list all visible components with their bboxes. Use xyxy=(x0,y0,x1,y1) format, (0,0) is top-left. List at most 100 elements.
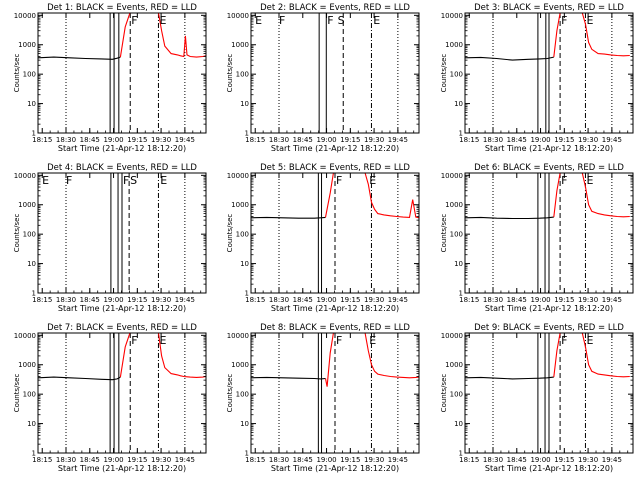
y-tick-label: 100 xyxy=(450,391,463,399)
x-tick-label: 19:45 xyxy=(388,296,408,304)
event-marker-label: F xyxy=(561,174,567,187)
x-axis-label: Start Time (21-Apr-12 18:12:20) xyxy=(485,464,613,473)
x-tick-label: 19:00 xyxy=(316,296,336,304)
x-tick-label: 19:45 xyxy=(602,296,622,304)
x-tick-label: 19:30 xyxy=(151,296,171,304)
x-tick-label: 19:15 xyxy=(127,136,147,144)
y-tick-label: 10 xyxy=(454,260,463,268)
x-tick-label: 19:30 xyxy=(578,456,598,464)
y-tick-label: 10 xyxy=(240,260,249,268)
x-tick-label: 19:45 xyxy=(602,136,622,144)
y-tick-label: 10000 xyxy=(227,332,249,340)
events-series-line xyxy=(464,56,554,61)
y-tick-label: 100 xyxy=(236,231,249,239)
events-series-line xyxy=(464,216,554,220)
y-tick-label: 1000 xyxy=(445,201,463,209)
event-marker-label: E xyxy=(586,14,593,27)
x-axis-label: Start Time (21-Apr-12 18:12:20) xyxy=(58,304,186,313)
x-tick-label: 18:45 xyxy=(293,456,313,464)
event-marker-label: E xyxy=(586,334,593,347)
y-tick-label: 1000 xyxy=(18,361,36,369)
plot-frame xyxy=(464,332,634,454)
x-tick-label: 19:45 xyxy=(175,456,195,464)
x-tick-label: 18:45 xyxy=(80,136,100,144)
x-tick-label: 18:15 xyxy=(245,456,265,464)
x-tick-label: 18:30 xyxy=(269,136,289,144)
x-tick-label: 18:45 xyxy=(80,296,100,304)
x-tick-label: 19:00 xyxy=(103,456,123,464)
x-tick-label: 19:00 xyxy=(530,136,550,144)
y-tick-label: 1 xyxy=(245,130,249,138)
y-tick-label: 100 xyxy=(450,231,463,239)
y-tick-label: 1 xyxy=(32,290,36,298)
event-marker-label: F xyxy=(123,174,129,187)
y-tick-label: 10000 xyxy=(14,332,36,340)
x-tick-label: 19:30 xyxy=(364,296,384,304)
event-marker-label: F xyxy=(327,14,333,27)
x-tick-label: 19:45 xyxy=(388,456,408,464)
y-tick-label: 10 xyxy=(27,100,36,108)
x-tick-label: 19:15 xyxy=(340,296,360,304)
y-tick-label: 10000 xyxy=(441,332,463,340)
event-marker-label: F xyxy=(66,174,72,187)
y-axis-label: Counts/sec xyxy=(226,54,234,93)
x-tick-label: 18:45 xyxy=(507,456,527,464)
panel-title: Det 1: BLACK = Events, RED = LLD xyxy=(47,3,197,13)
y-tick-label: 10000 xyxy=(441,172,463,180)
event-marker-label: E xyxy=(369,334,376,347)
x-tick-label: 18:30 xyxy=(56,456,76,464)
event-marker-label: E xyxy=(159,14,166,27)
x-tick-label: 19:30 xyxy=(364,456,384,464)
panel-title: Det 3: BLACK = Events, RED = LLD xyxy=(474,3,624,13)
event-marker-label: S xyxy=(338,14,345,27)
y-tick-label: 100 xyxy=(23,71,36,79)
events-series-line xyxy=(464,376,554,380)
y-tick-label: 10000 xyxy=(227,12,249,20)
events-series-line xyxy=(250,216,326,219)
y-tick-label: 1 xyxy=(245,450,249,458)
event-marker-label: F xyxy=(336,174,342,187)
x-axis-label: Start Time (21-Apr-12 18:12:20) xyxy=(485,304,613,313)
y-tick-label: 100 xyxy=(450,71,463,79)
x-tick-label: 19:30 xyxy=(364,136,384,144)
y-tick-label: 1000 xyxy=(445,361,463,369)
y-tick-label: 10 xyxy=(454,420,463,428)
plot-frame xyxy=(250,172,420,294)
x-tick-label: 19:15 xyxy=(554,296,574,304)
x-tick-label: 18:30 xyxy=(269,296,289,304)
x-tick-label: 18:45 xyxy=(507,296,527,304)
panel-title: Det 4: BLACK = Events, RED = LLD xyxy=(47,163,197,173)
panel-title: Det 2: BLACK = Events, RED = LLD xyxy=(260,3,410,13)
x-tick-label: 19:15 xyxy=(340,136,360,144)
y-tick-label: 10000 xyxy=(14,172,36,180)
y-tick-label: 10000 xyxy=(441,12,463,20)
y-tick-label: 1000 xyxy=(231,41,249,49)
y-tick-label: 1000 xyxy=(231,201,249,209)
event-marker-label: E xyxy=(160,174,167,187)
panel-title: Det 9: BLACK = Events, RED = LLD xyxy=(474,323,624,333)
x-tick-label: 18:15 xyxy=(32,456,52,464)
y-tick-label: 100 xyxy=(23,391,36,399)
y-axis-label: Counts/sec xyxy=(13,374,21,413)
x-axis-label: Start Time (21-Apr-12 18:12:20) xyxy=(271,144,399,153)
event-marker-label: F xyxy=(279,14,285,27)
y-tick-label: 1000 xyxy=(445,41,463,49)
y-tick-label: 10 xyxy=(454,100,463,108)
x-tick-label: 19:00 xyxy=(103,136,123,144)
x-tick-label: 19:45 xyxy=(175,136,195,144)
panel-title: Det 6: BLACK = Events, RED = LLD xyxy=(474,163,624,173)
x-axis-label: Start Time (21-Apr-12 18:12:20) xyxy=(58,144,186,153)
panel-title: Det 8: BLACK = Events, RED = LLD xyxy=(260,323,410,333)
y-axis-label: Counts/sec xyxy=(13,54,21,93)
event-marker-label: F xyxy=(561,334,567,347)
y-axis-label: Counts/sec xyxy=(13,214,21,253)
events-series-line xyxy=(250,376,326,380)
x-tick-label: 19:00 xyxy=(530,456,550,464)
plot-frame xyxy=(464,172,634,294)
